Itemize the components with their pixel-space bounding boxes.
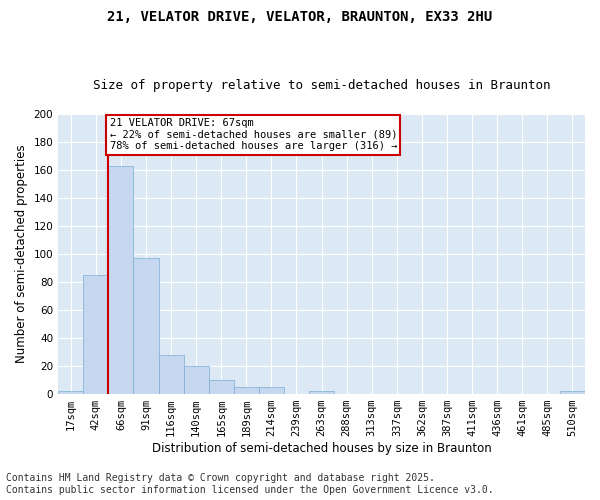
Title: Size of property relative to semi-detached houses in Braunton: Size of property relative to semi-detach… xyxy=(93,79,550,92)
Bar xyxy=(560,392,585,394)
Text: Contains HM Land Registry data © Crown copyright and database right 2025.
Contai: Contains HM Land Registry data © Crown c… xyxy=(6,474,494,495)
Bar xyxy=(58,392,83,394)
Bar xyxy=(184,366,209,394)
X-axis label: Distribution of semi-detached houses by size in Braunton: Distribution of semi-detached houses by … xyxy=(152,442,491,455)
Bar xyxy=(83,275,109,394)
Bar xyxy=(309,392,334,394)
Bar xyxy=(109,166,133,394)
Bar xyxy=(234,387,259,394)
Bar xyxy=(259,387,284,394)
Text: 21, VELATOR DRIVE, VELATOR, BRAUNTON, EX33 2HU: 21, VELATOR DRIVE, VELATOR, BRAUNTON, EX… xyxy=(107,10,493,24)
Y-axis label: Number of semi-detached properties: Number of semi-detached properties xyxy=(15,144,28,364)
Bar xyxy=(133,258,158,394)
Bar xyxy=(209,380,234,394)
Bar xyxy=(158,355,184,394)
Text: 21 VELATOR DRIVE: 67sqm
← 22% of semi-detached houses are smaller (89)
78% of se: 21 VELATOR DRIVE: 67sqm ← 22% of semi-de… xyxy=(110,118,397,152)
